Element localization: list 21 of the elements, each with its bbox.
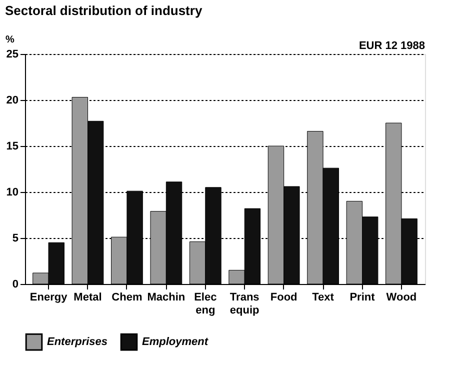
chart-title: Sectoral distribution of industry: [5, 3, 203, 18]
y-tick-label: 5: [12, 232, 18, 244]
y-tick-label: 10: [6, 186, 18, 198]
y-tick-label: 25: [6, 48, 18, 60]
text: EUR 12 1988: [358, 40, 425, 52]
y-tick-label: 20: [6, 94, 18, 106]
y-tick-label: 15: [6, 140, 18, 152]
x-tick-label: Text: [312, 292, 334, 304]
x-tick-label: Elec eng: [194, 292, 217, 316]
x-tick-label: Food: [270, 292, 298, 304]
x-tick-label: Metal: [74, 292, 102, 304]
y-axis-title: %: [6, 34, 14, 46]
legend-label: Employment: [142, 336, 210, 348]
x-tick-label: Machin: [147, 292, 186, 304]
legend-label: Enterprises: [47, 336, 108, 348]
x-tick-label: Chem: [112, 292, 142, 304]
x-tick-label: Trans equip: [230, 292, 260, 316]
x-tick-label: Energy: [30, 292, 68, 304]
x-tick-label: Wood: [386, 292, 417, 304]
y-tick-label: 0: [12, 278, 18, 290]
x-tick-label: Print: [350, 292, 376, 304]
